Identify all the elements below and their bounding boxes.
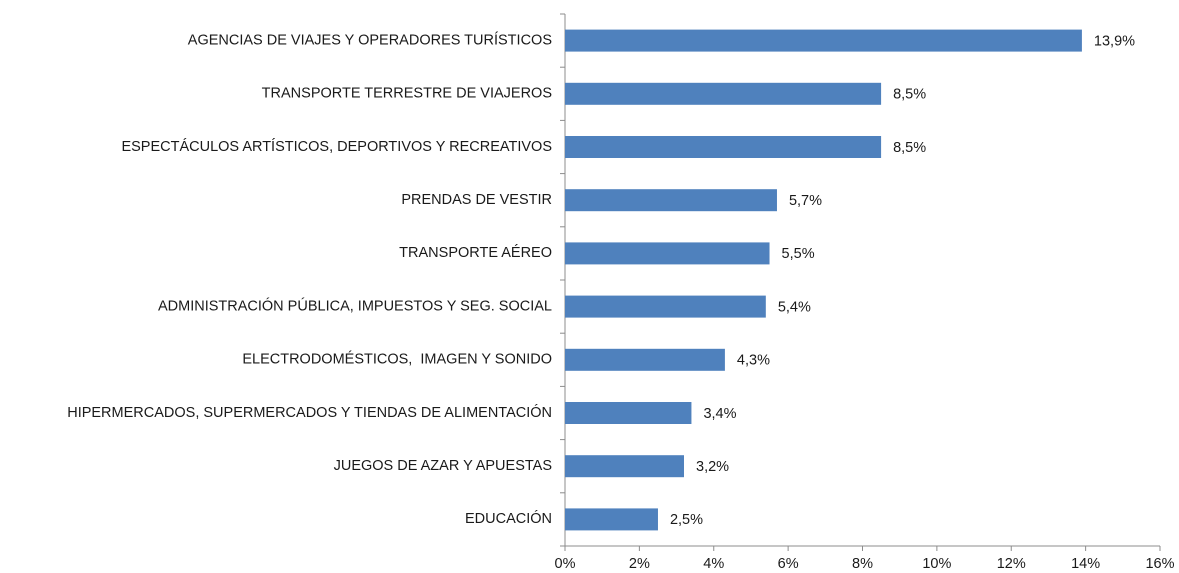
y-tick-label: PRENDAS DE VESTIR bbox=[401, 192, 552, 208]
value-label: 5,5% bbox=[782, 246, 815, 262]
y-tick-label: TRANSPORTE TERRESTRE DE VIAJEROS bbox=[262, 86, 552, 102]
x-tick-label: 8% bbox=[852, 556, 873, 572]
x-tick-label: 2% bbox=[629, 556, 650, 572]
x-tick-label: 0% bbox=[555, 556, 576, 572]
value-label: 3,4% bbox=[703, 406, 736, 422]
x-tick-label: 12% bbox=[997, 556, 1026, 572]
bar bbox=[565, 189, 777, 212]
value-label: 2,5% bbox=[670, 512, 703, 528]
value-label: 5,7% bbox=[789, 193, 822, 209]
bar bbox=[565, 348, 725, 371]
value-label: 5,4% bbox=[778, 299, 811, 315]
x-tick-label: 16% bbox=[1145, 556, 1174, 572]
bar bbox=[565, 508, 658, 531]
value-label: 8,5% bbox=[893, 140, 926, 156]
x-tick-label: 6% bbox=[778, 556, 799, 572]
value-label: 13,9% bbox=[1094, 33, 1135, 49]
x-tick-label: 14% bbox=[1071, 556, 1100, 572]
y-tick-label: TRANSPORTE AÉREO bbox=[399, 244, 552, 261]
y-tick-label: HIPERMERCADOS, SUPERMERCADOS Y TIENDAS D… bbox=[67, 404, 552, 421]
y-tick-label: ESPECTÁCULOS ARTÍSTICOS, DEPORTIVOS Y RE… bbox=[121, 138, 552, 155]
x-tick-label: 10% bbox=[922, 556, 951, 572]
value-label: 4,3% bbox=[737, 353, 770, 369]
y-tick-label: EDUCACIÓN bbox=[465, 510, 552, 527]
y-tick-label: ELECTRODOMÉSTICOS, IMAGEN Y SONIDO bbox=[242, 351, 552, 368]
bar bbox=[565, 455, 684, 478]
y-tick-label: ADMINISTRACIÓN PÚBLICA, IMPUESTOS Y SEG.… bbox=[158, 297, 552, 314]
bar bbox=[565, 242, 770, 265]
value-label: 3,2% bbox=[696, 459, 729, 475]
y-tick-label: AGENCIAS DE VIAJES Y OPERADORES TURÍSTIC… bbox=[188, 31, 552, 48]
bar bbox=[565, 82, 882, 105]
bar bbox=[565, 295, 766, 318]
bar bbox=[565, 402, 692, 424]
x-tick-label: 4% bbox=[703, 556, 724, 572]
bar bbox=[565, 136, 882, 158]
y-tick-label: JUEGOS DE AZAR Y APUESTAS bbox=[334, 458, 552, 474]
bar bbox=[565, 29, 1082, 52]
value-label: 8,5% bbox=[893, 87, 926, 103]
